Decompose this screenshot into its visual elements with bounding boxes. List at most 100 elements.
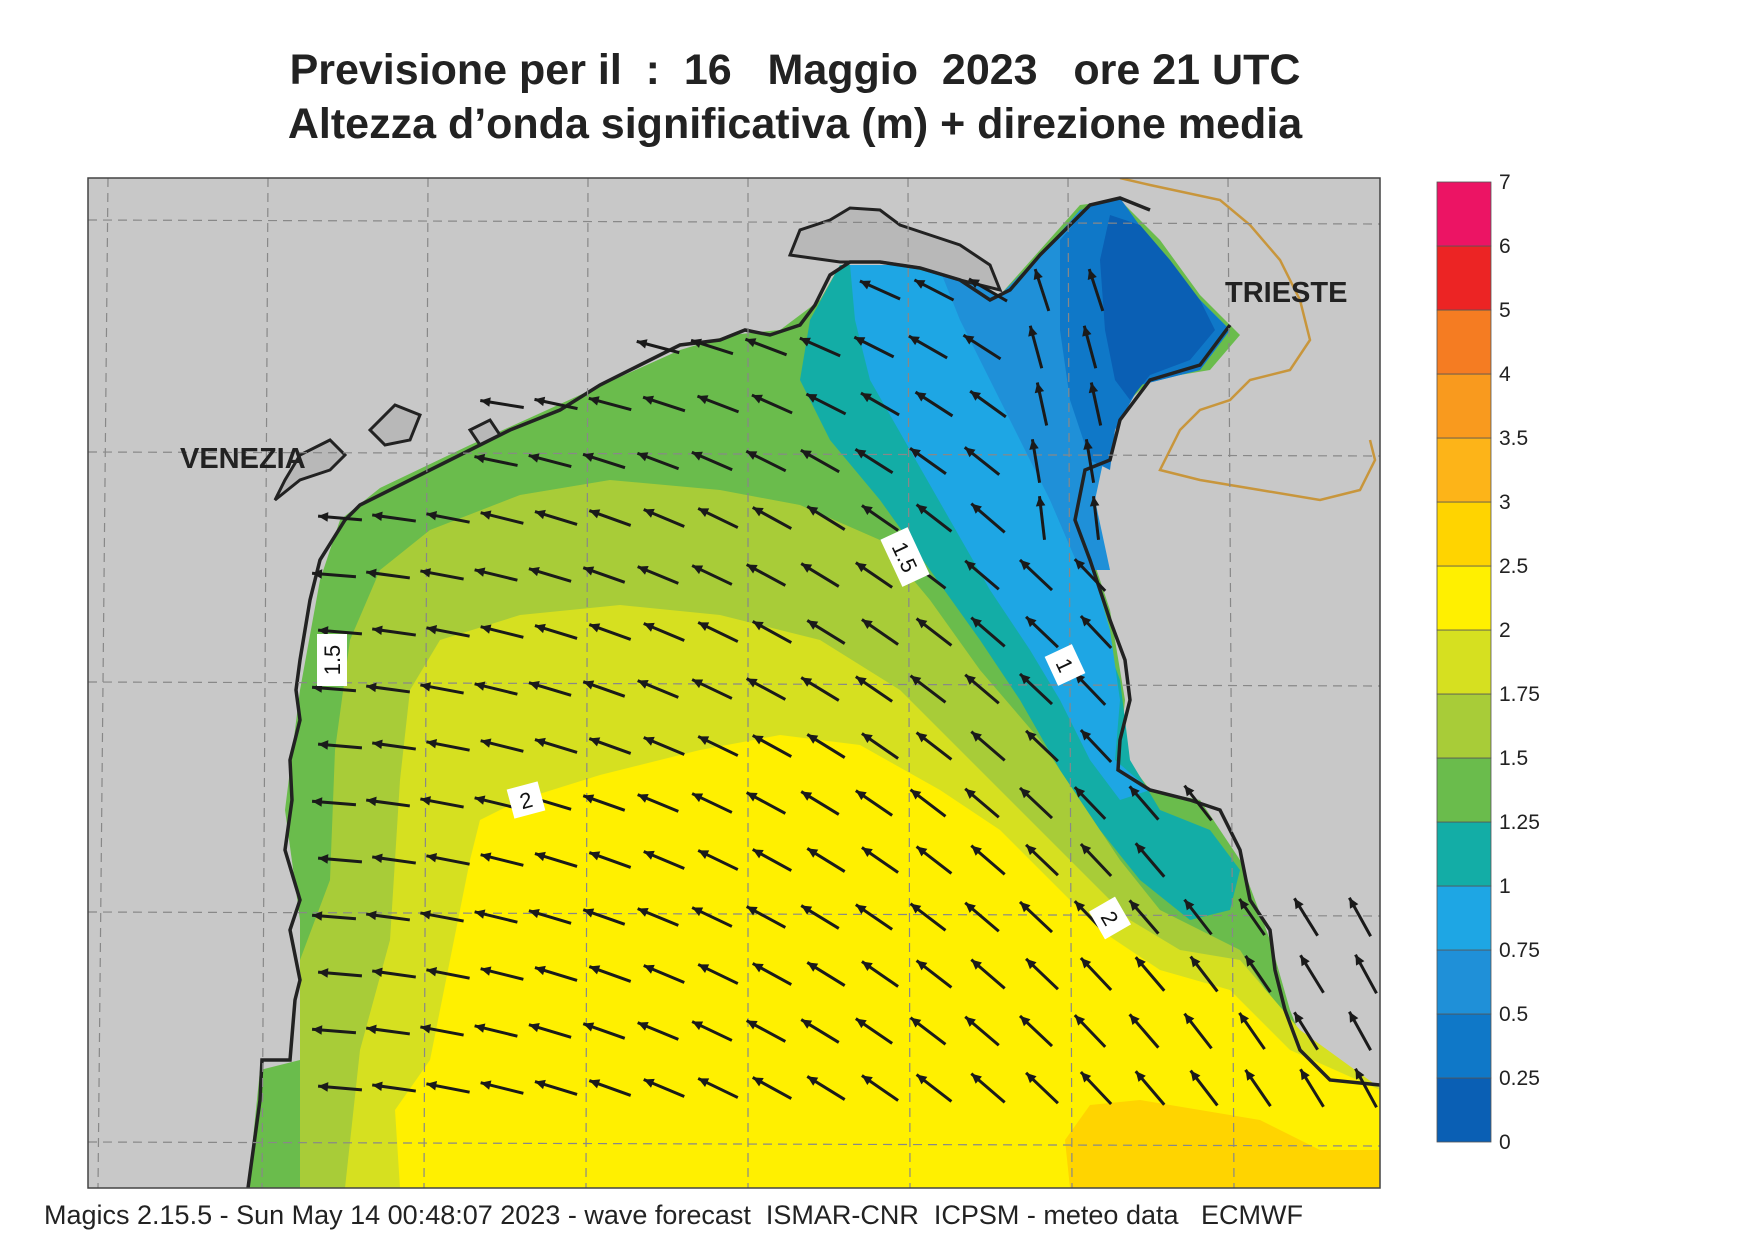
wave-arrow-head (861, 961, 873, 972)
colorbar-label: 3.5 (1499, 427, 1528, 450)
wave-arrow-head (854, 337, 866, 346)
colorbar-label: 3 (1499, 491, 1511, 514)
colorbar-label: 1.5 (1499, 747, 1528, 770)
wave-arrow-head (528, 566, 540, 577)
wave-arrow-head (312, 911, 323, 921)
wave-arrow-head (1300, 1069, 1310, 1081)
wave-arrow-head (480, 966, 492, 976)
wave-arrow-head (1080, 1072, 1092, 1083)
wave-arrow-head (855, 904, 867, 915)
wave-direction-arrows (311, 268, 1378, 1109)
wave-arrow-head (637, 907, 649, 917)
wave-arrow-head (752, 963, 764, 973)
colorbar-swatch (1436, 1013, 1492, 1079)
wave-arrow-head (971, 959, 982, 970)
wave-arrow-head (698, 1078, 710, 1088)
wave-arrow-head (692, 793, 704, 803)
wave-arrow-head (528, 1022, 540, 1033)
wave-arrow-head (1019, 787, 1031, 799)
wave-arrow-head (964, 447, 976, 458)
wave-arrow-head (1190, 1070, 1201, 1082)
wave-arrow-head (643, 850, 655, 860)
wave-arrow-head (426, 625, 438, 635)
wave-arrow-head (698, 850, 710, 860)
wave-arrow-head (746, 678, 758, 688)
lagoon-island (273, 438, 348, 502)
wave-arrow-head (916, 732, 928, 743)
wave-arrow-head (916, 618, 928, 629)
wave-arrow-head (528, 680, 540, 691)
wave-arrow-head (752, 735, 764, 745)
wave-arrow-head (480, 624, 492, 634)
wave-arrow-head (971, 731, 982, 742)
wave-arrow-head (372, 625, 383, 636)
wave-arrow-head (637, 793, 649, 803)
wave-arrow-head (1088, 382, 1099, 394)
wave-arrow-head (692, 907, 704, 917)
wave-arrow-head (637, 565, 649, 575)
wave-arrow-head (1080, 844, 1092, 855)
wave-arrow-head (534, 965, 546, 976)
colorbar-label: 2 (1499, 619, 1511, 642)
wave-arrow-head (420, 568, 431, 578)
wave-arrow-head (965, 902, 976, 913)
colorbar-label: 0 (1499, 1131, 1511, 1154)
wave-arrow-head (746, 792, 758, 802)
wave-arrow-head (583, 566, 595, 576)
wave-arrow-head (855, 562, 867, 573)
wave-arrow-head (366, 568, 377, 579)
wave-arrow-head (474, 453, 486, 464)
wave-arrow-head (583, 908, 595, 918)
colorbar-swatch (1436, 181, 1492, 247)
wave-arrow-head (1190, 956, 1201, 968)
wave-arrow-head (426, 511, 438, 521)
wave-arrow-head (534, 851, 546, 862)
contour-labels: 1.5 1.5 1 2 2 (317, 527, 1131, 940)
wave-arrow-head (698, 622, 710, 632)
wave-arrow-head (588, 396, 600, 406)
wave-arrow-head (1035, 496, 1046, 507)
wave-arrow-head (589, 509, 601, 519)
lagoon-island (367, 403, 422, 447)
wave-arrow-head (1074, 787, 1086, 798)
wave-arrow-head (914, 279, 926, 289)
wave-arrow-head (318, 968, 329, 978)
colorbar-swatch (1436, 437, 1492, 503)
wave-arrow-head (860, 393, 872, 403)
wave-arrow-head (1029, 439, 1039, 450)
wave-arrow-head (692, 565, 704, 575)
wave-arrow-head (1074, 901, 1086, 912)
map-frame (87, 177, 1381, 1189)
wave-arrow-head (583, 794, 595, 804)
wave-arrow-head (698, 508, 710, 518)
wave-arrow-head (372, 511, 383, 522)
wave-arrow-head (807, 620, 819, 630)
wave-arrow-head (698, 736, 710, 746)
wave-arrow-head (589, 623, 601, 633)
wave-arrow-head (420, 910, 431, 920)
wave-arrow-head (1349, 897, 1359, 909)
wave-arrow-head (801, 1019, 813, 1029)
colorbar-label: 0.25 (1499, 1067, 1540, 1090)
wave-arrow-head (1135, 1071, 1146, 1082)
colorbar-swatch (1436, 757, 1492, 823)
wave-arrow-head (534, 396, 546, 407)
wave-arrow-head (372, 853, 383, 864)
wave-arrow-head (916, 960, 928, 971)
colorbar-swatches (1436, 181, 1492, 1143)
country-border (1119, 178, 1377, 502)
wave-arrow-head (963, 335, 975, 345)
colorbar-label: 2.5 (1499, 555, 1528, 578)
colorbar-label: 7 (1499, 171, 1511, 194)
wave-arrow-head (589, 1079, 601, 1089)
wave-arrow-head (965, 560, 976, 571)
colorbar-label: 4 (1499, 363, 1511, 386)
wave-arrow-head (1026, 616, 1037, 628)
wave-arrow-head (426, 967, 438, 977)
wave-arrow-head (745, 338, 757, 348)
colorbar-swatch (1436, 501, 1492, 567)
wave-arrow-head (971, 503, 982, 514)
wave-arrow-head (589, 851, 601, 861)
wave-arrow-head (643, 736, 655, 746)
wave-arrow-head (1239, 1012, 1250, 1024)
